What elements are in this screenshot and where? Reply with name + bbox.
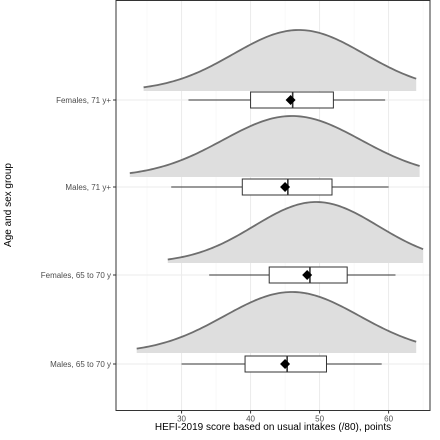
density-area bbox=[167, 202, 424, 263]
y-axis-title: Age and sex group bbox=[3, 163, 14, 247]
x-tick-label: 50 bbox=[315, 415, 324, 424]
density-curves bbox=[129, 29, 424, 353]
density-area bbox=[136, 292, 417, 353]
y-tick-labels: Females, 71 y+ Males, 71 y+ Females, 65 to… bbox=[41, 96, 116, 369]
x-tick-label: 30 bbox=[177, 415, 186, 424]
y-tick-label: Males, 65 to 70 y bbox=[50, 360, 111, 369]
mean-marker bbox=[285, 95, 296, 105]
y-tick-label: Females, 65 to 70 y bbox=[41, 271, 111, 280]
density-curve bbox=[143, 29, 417, 89]
density-curve bbox=[129, 115, 420, 175]
y-tick-label: Females, 71 y+ bbox=[56, 96, 111, 105]
mean-marker bbox=[280, 182, 291, 192]
boxplots bbox=[171, 91, 396, 373]
y-tick-label: Males, 71 y+ bbox=[65, 183, 111, 192]
panel-border bbox=[115, 0, 431, 411]
mean-marker bbox=[280, 359, 291, 369]
density-curve bbox=[136, 291, 417, 350]
density-curve bbox=[167, 201, 424, 261]
x-axis-title: HEFI-2019 score based on usual intakes (… bbox=[155, 422, 391, 433]
x-tick-labels: 30 40 50 60 bbox=[177, 410, 394, 424]
mean-marker bbox=[302, 270, 313, 280]
x-tick-label: 40 bbox=[246, 415, 255, 424]
x-tick-label: 60 bbox=[384, 415, 393, 424]
density-area bbox=[129, 116, 420, 177]
